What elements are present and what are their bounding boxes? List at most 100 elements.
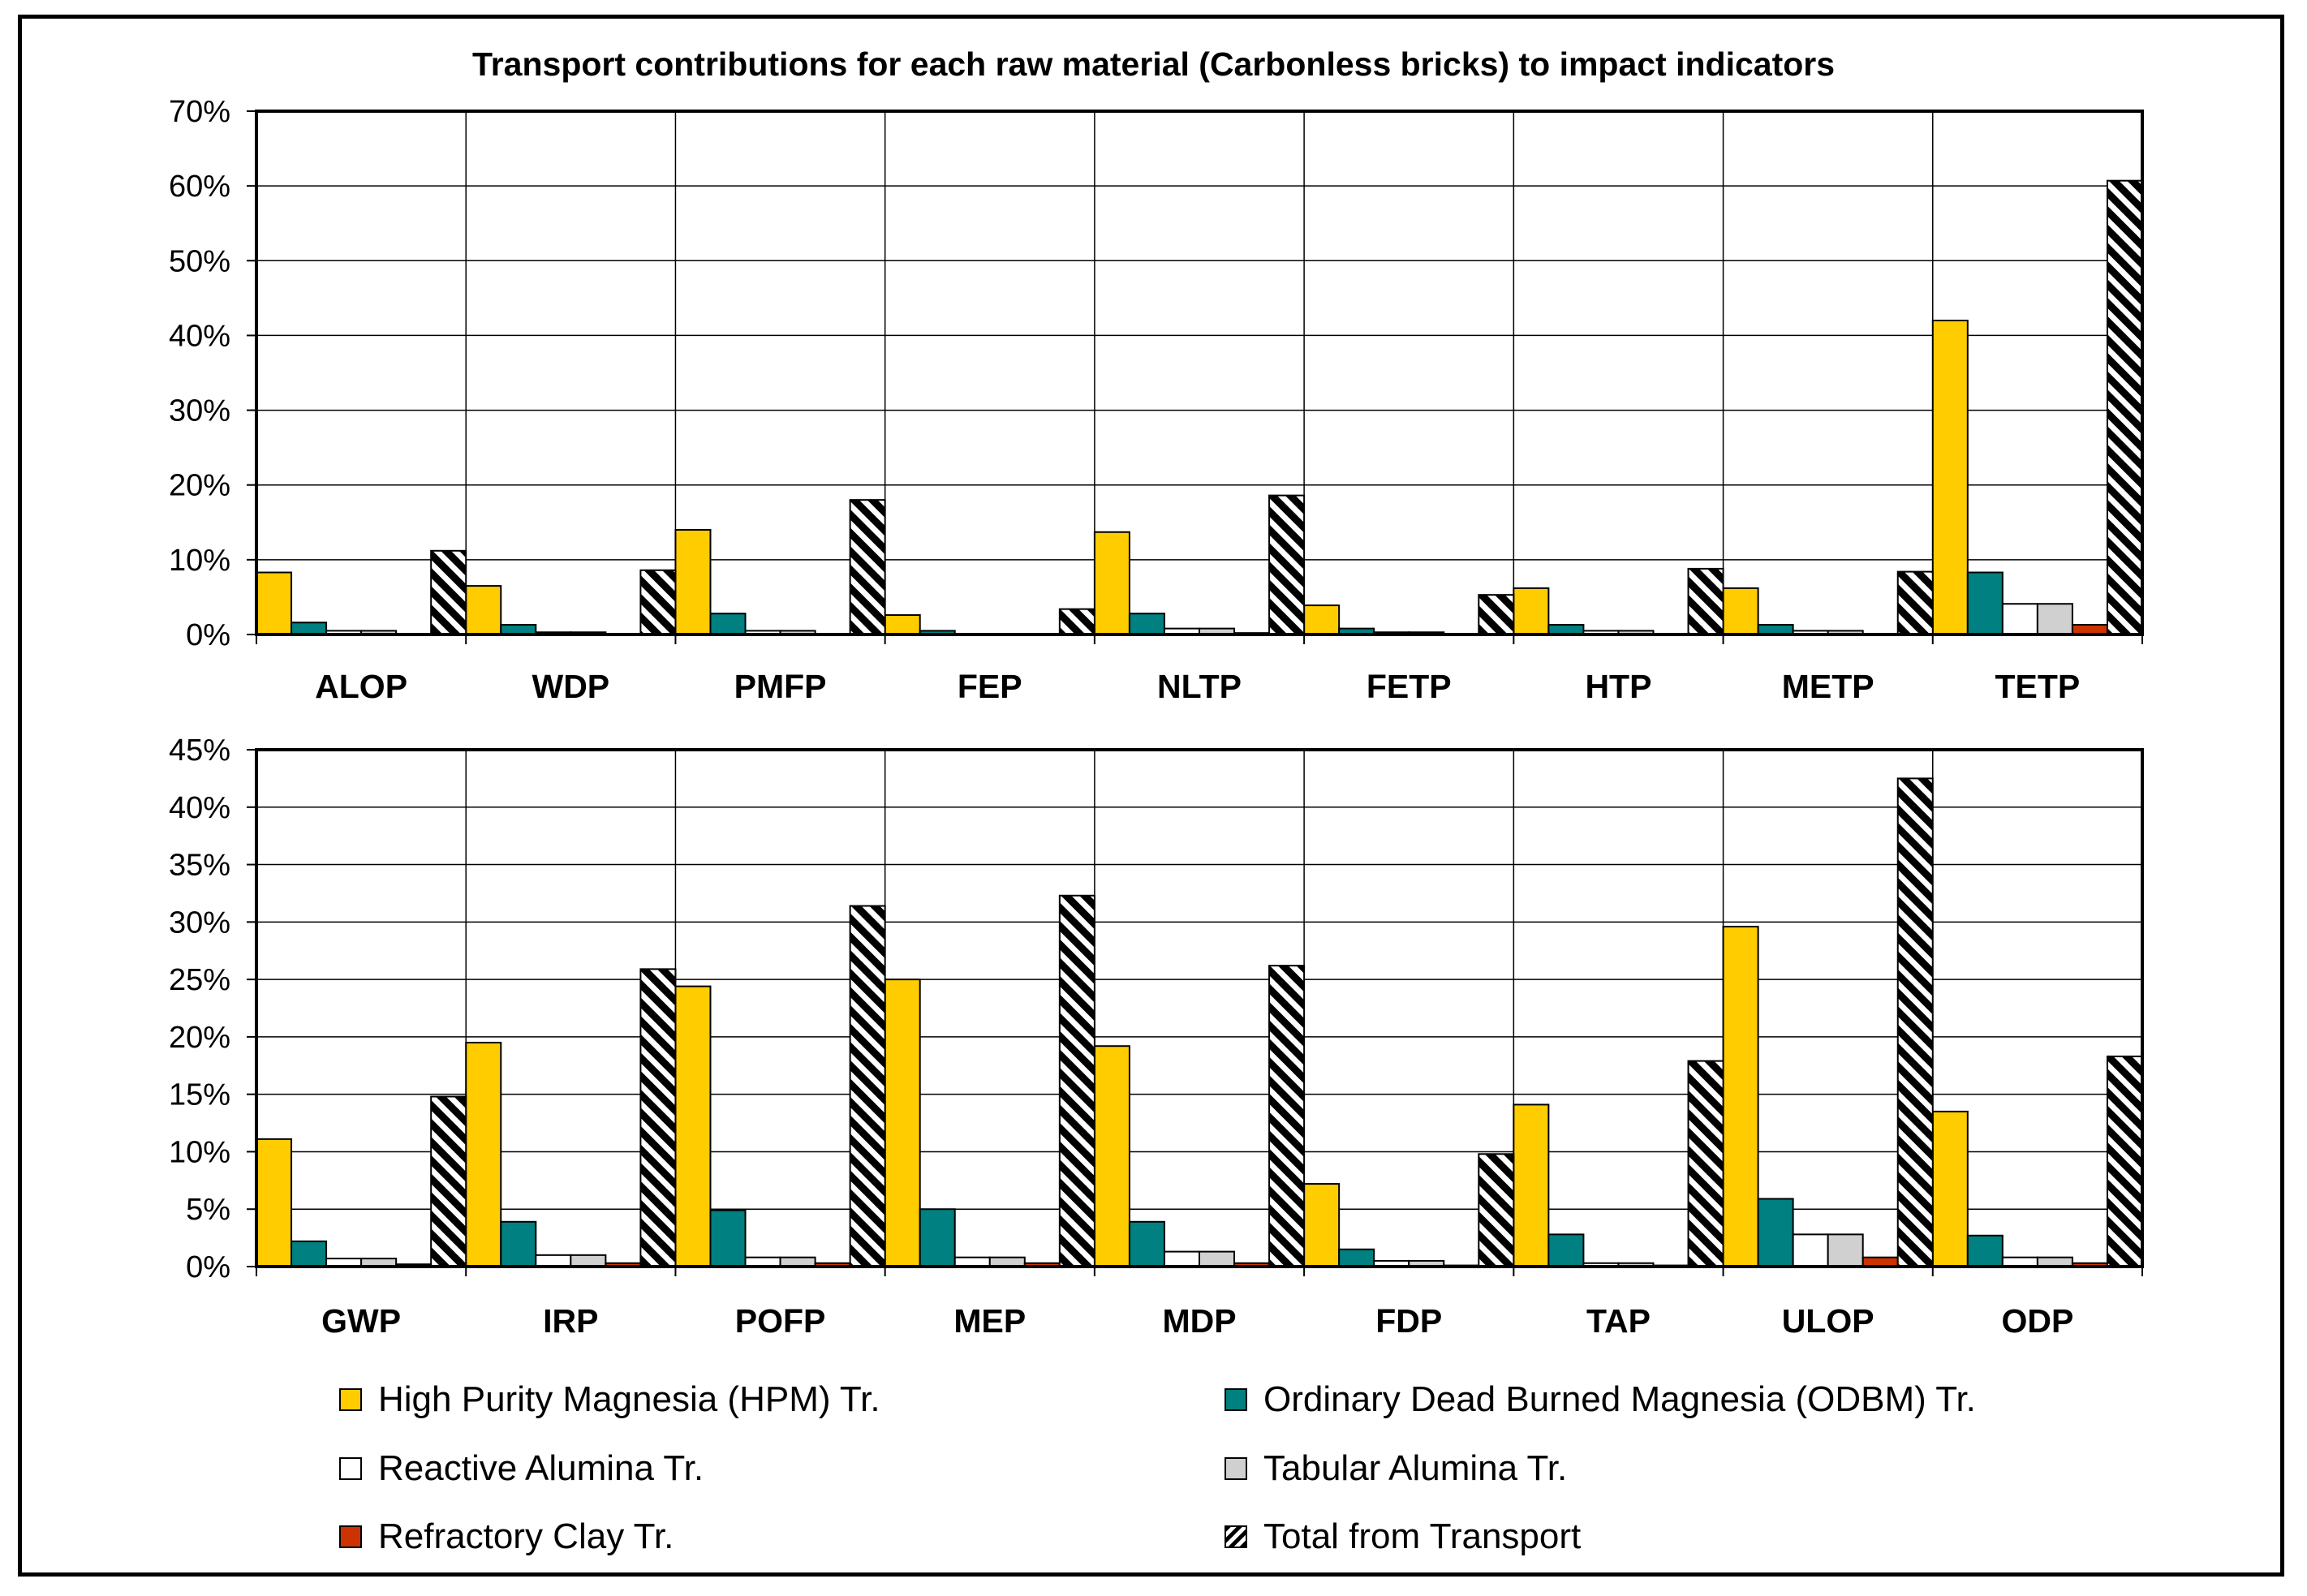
legend-swatch-tabular-alumina xyxy=(1225,1457,1247,1480)
plot-area xyxy=(255,748,2144,1268)
bar-total-transport xyxy=(2106,1055,2143,1268)
bar-tabular-alumina xyxy=(570,1254,607,1268)
bar-tabular-alumina xyxy=(2036,603,2073,636)
y-tick-label: 45% xyxy=(169,733,230,768)
bar-odbm xyxy=(1757,1198,1794,1267)
legend-item-tabular-alumina: Tabular Alumina Tr. xyxy=(1225,1444,1567,1493)
x-tick-label: ULOP xyxy=(1782,1302,1874,1340)
bar-total-transport xyxy=(1478,594,1515,636)
y-tick-label: 0% xyxy=(186,618,230,652)
bar-reactive-alumina xyxy=(1163,1250,1201,1267)
y-tick-label: 20% xyxy=(169,469,230,503)
bar-total-transport xyxy=(1896,777,1934,1267)
x-tick-label: MDP xyxy=(1162,1302,1236,1340)
bar-hpm xyxy=(1931,320,1969,635)
legend-label-tabular-alumina: Tabular Alumina Tr. xyxy=(1263,1448,1568,1488)
bar-total-transport xyxy=(639,968,677,1267)
bar-odbm xyxy=(291,1240,328,1268)
bar-odbm xyxy=(709,1209,747,1268)
x-tick-label: TETP xyxy=(1995,668,2080,705)
y-tick-label: 30% xyxy=(169,906,230,940)
y-tick-label: 70% xyxy=(169,95,230,129)
bar-hpm xyxy=(884,614,921,635)
bar-odbm xyxy=(1966,1234,2004,1268)
bar-total-transport xyxy=(1478,1153,1515,1267)
y-tick-label: 35% xyxy=(169,849,230,883)
bar-total-transport xyxy=(1268,965,1306,1267)
legend-label-total-transport: Total from Transport xyxy=(1263,1516,1582,1556)
x-tick-label: WDP xyxy=(532,668,610,705)
x-tick-label: FEP xyxy=(958,668,1022,705)
legend-swatch-refractory-clay xyxy=(339,1525,362,1548)
x-tick-label: ODP xyxy=(2001,1302,2073,1340)
x-tick-label: FDP xyxy=(1375,1302,1442,1340)
legend-swatch-hpm xyxy=(339,1388,362,1411)
plot-area xyxy=(255,110,2144,636)
bar-total-transport xyxy=(849,905,886,1267)
y-tick-label: 25% xyxy=(169,963,230,997)
y-tick-label: 0% xyxy=(186,1250,230,1284)
bar-hpm xyxy=(674,985,712,1268)
bar-total-transport xyxy=(430,1095,467,1268)
bar-total-transport xyxy=(430,549,467,635)
bar-odbm xyxy=(1547,1233,1585,1268)
bar-hpm xyxy=(1093,531,1130,635)
bar-hpm xyxy=(1513,587,1550,635)
legend-item-reactive-alumina: Reactive Alumina Tr. xyxy=(339,1444,704,1493)
x-tick-label: MEP xyxy=(953,1302,1026,1340)
legend-item-hpm: High Purity Magnesia (HPM) Tr. xyxy=(339,1375,880,1424)
bar-hpm xyxy=(884,979,921,1267)
x-tick-label: METP xyxy=(1782,668,1874,705)
x-tick-label: FETP xyxy=(1367,668,1452,705)
legend-label-hpm: High Purity Magnesia (HPM) Tr. xyxy=(378,1379,880,1419)
bar-hpm xyxy=(465,585,502,635)
bar-hpm xyxy=(1513,1103,1550,1267)
legend-swatch-total-transport xyxy=(1225,1525,1247,1548)
legend-label-odbm: Ordinary Dead Burned Magnesia (ODBM) Tr. xyxy=(1263,1379,1976,1419)
bar-total-transport xyxy=(1058,894,1095,1267)
x-tick-label: NLTP xyxy=(1157,668,1242,705)
x-tick-label: ALOP xyxy=(315,668,407,705)
y-tick-label: 60% xyxy=(169,170,230,204)
bar-total-transport xyxy=(2106,179,2143,635)
bar-odbm xyxy=(709,613,747,636)
bar-total-transport xyxy=(1268,494,1306,635)
legend-label-reactive-alumina: Reactive Alumina Tr. xyxy=(378,1448,704,1488)
bar-odbm xyxy=(1966,571,2004,635)
bar-reactive-alumina xyxy=(1792,1233,1829,1268)
bar-hpm xyxy=(674,529,712,635)
y-tick-label: 5% xyxy=(186,1193,230,1227)
x-tick-label: HTP xyxy=(1585,668,1651,705)
bar-total-transport xyxy=(849,499,886,636)
y-tick-label: 40% xyxy=(169,791,230,825)
x-tick-label: IRP xyxy=(543,1302,598,1340)
legend-item-odbm: Ordinary Dead Burned Magnesia (ODBM) Tr. xyxy=(1225,1375,1976,1424)
y-tick-label: 15% xyxy=(169,1078,230,1112)
y-tick-label: 20% xyxy=(169,1021,230,1055)
chart-title: Transport contributions for each raw mat… xyxy=(471,45,1836,83)
bar-hpm xyxy=(1093,1045,1130,1268)
bar-tabular-alumina xyxy=(1199,1250,1236,1267)
bar-odbm xyxy=(919,1208,956,1267)
x-tick-label: POFP xyxy=(735,1302,826,1340)
legend-swatch-reactive-alumina xyxy=(339,1457,362,1480)
bar-hpm xyxy=(1722,925,1759,1268)
bar-odbm xyxy=(500,1220,537,1267)
x-tick-label: GWP xyxy=(321,1302,401,1340)
bar-hpm xyxy=(1303,604,1341,635)
legend-label-refractory-clay: Refractory Clay Tr. xyxy=(378,1516,674,1556)
bar-odbm xyxy=(1338,1248,1375,1268)
bar-hpm xyxy=(1303,1183,1341,1267)
bar-hpm xyxy=(256,1138,293,1267)
bar-odbm xyxy=(1128,613,1165,636)
y-tick-label: 50% xyxy=(169,244,230,278)
bar-hpm xyxy=(1722,587,1759,635)
bar-odbm xyxy=(1128,1220,1165,1267)
x-tick-label: TAP xyxy=(1586,1302,1651,1340)
bar-hpm xyxy=(465,1041,502,1267)
bar-total-transport xyxy=(1687,567,1724,636)
y-tick-label: 40% xyxy=(169,319,230,353)
y-tick-label: 10% xyxy=(169,1135,230,1169)
legend-item-refractory-clay: Refractory Clay Tr. xyxy=(339,1512,674,1561)
